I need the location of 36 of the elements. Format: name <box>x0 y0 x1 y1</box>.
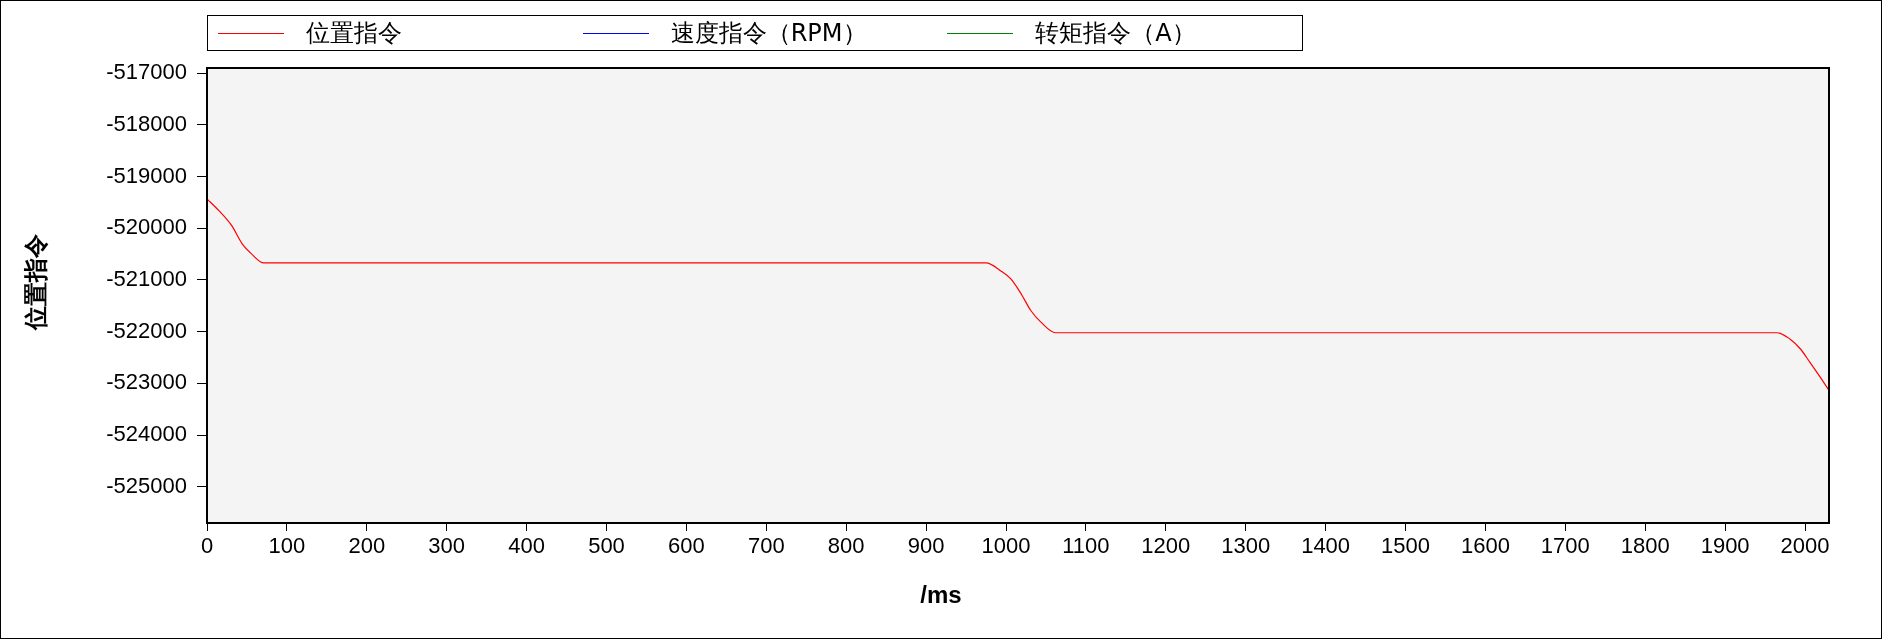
x-tick-label: 1000 <box>981 533 1031 559</box>
y-tick-label: -523000 <box>106 369 187 395</box>
x-tick-label: 500 <box>588 533 625 559</box>
x-tick-label: 1800 <box>1620 533 1670 559</box>
x-tick-label: 100 <box>268 533 306 559</box>
legend-label: 速度指令（RPM） <box>670 18 867 49</box>
y-tick-label: -518000 <box>106 110 187 136</box>
line-series <box>207 198 1829 390</box>
x-tick-label: 0 <box>200 533 214 559</box>
legend-label: 转矩指令（A） <box>1035 18 1196 49</box>
x-tick-label: 600 <box>668 533 705 559</box>
x-axis-title: /ms <box>919 581 963 609</box>
x-tick-label: 900 <box>907 533 945 559</box>
x-tick-label: 2000 <box>1780 533 1830 559</box>
y-tick-label: -524000 <box>106 421 187 447</box>
x-tick-label: 1900 <box>1700 533 1750 559</box>
x-tick-label: 200 <box>348 533 386 559</box>
y-tick-label: -517000 <box>106 59 187 85</box>
x-tick-label: 1400 <box>1301 533 1351 559</box>
y-tick-label: -519000 <box>106 162 187 188</box>
y-tick-label: -521000 <box>106 266 187 292</box>
y-tick-label: -520000 <box>106 214 187 240</box>
x-tick-label: 1200 <box>1141 533 1191 559</box>
x-tick-label: 800 <box>827 533 865 559</box>
x-tick-label: 1300 <box>1221 533 1271 559</box>
x-tick-label: 1600 <box>1460 533 1510 559</box>
y-axis-title: 位置指令 <box>20 233 51 333</box>
x-tick-label: 1500 <box>1381 533 1430 559</box>
y-tick-label: -522000 <box>106 317 187 343</box>
x-tick-label: 300 <box>428 533 466 559</box>
legend-label: 位置指令 <box>306 18 402 49</box>
x-tick-label: 400 <box>508 533 545 559</box>
x-tick-label: 1700 <box>1540 533 1590 559</box>
x-tick-label: 1100 <box>1062 533 1110 559</box>
x-tick-label: 700 <box>747 533 785 559</box>
y-tick-label: -525000 <box>106 472 187 498</box>
